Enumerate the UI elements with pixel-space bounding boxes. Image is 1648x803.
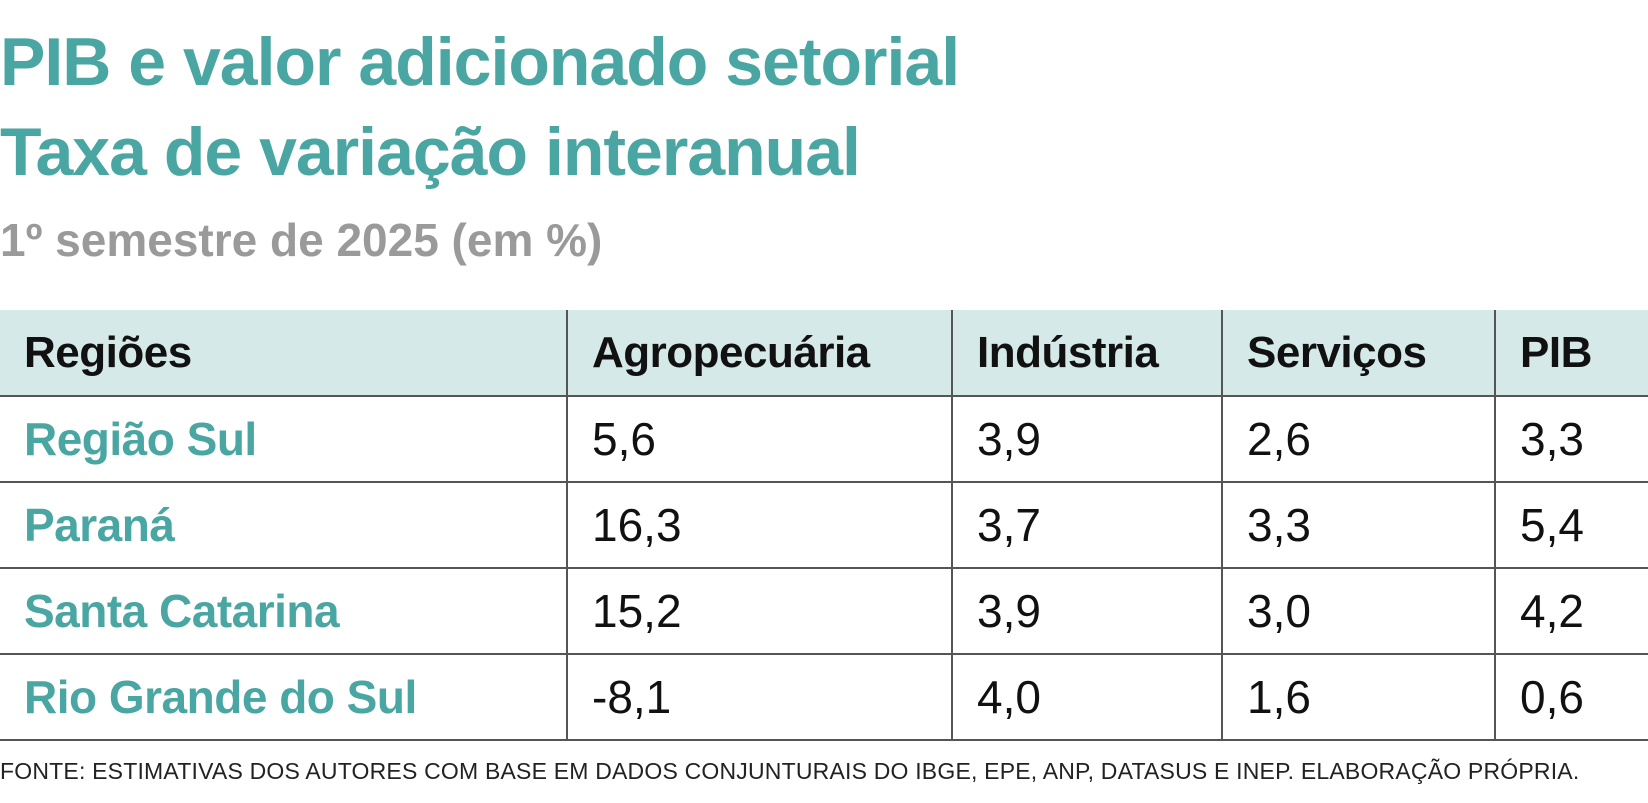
cell-agropecuaria: -8,1	[566, 654, 952, 741]
column-header-agropecuaria: Agropecuária	[566, 310, 952, 397]
table-row: Região Sul 5,6 3,9 2,6 3,3	[0, 396, 1648, 483]
data-table: Regiões Agropecuária Indústria Serviços …	[0, 310, 1648, 741]
region-name: Região Sul	[0, 396, 567, 483]
region-name: Santa Catarina	[0, 568, 567, 655]
cell-agropecuaria: 15,2	[566, 568, 952, 655]
cell-industria: 3,9	[951, 396, 1222, 483]
cell-pib: 3,3	[1494, 396, 1648, 483]
cell-pib: 0,6	[1494, 654, 1648, 741]
cell-industria: 3,7	[951, 482, 1222, 569]
table-row: Rio Grande do Sul -8,1 4,0 1,6 0,6	[0, 654, 1648, 741]
table-row: Santa Catarina 15,2 3,9 3,0 4,2	[0, 568, 1648, 655]
column-header-regions: Regiões	[0, 310, 567, 397]
cell-agropecuaria: 16,3	[566, 482, 952, 569]
cell-pib: 4,2	[1494, 568, 1648, 655]
cell-servicos: 1,6	[1221, 654, 1495, 741]
chart-title: PIB e valor adicionado setorial	[0, 24, 960, 100]
cell-industria: 3,9	[951, 568, 1222, 655]
chart-title-line-2: Taxa de variação interanual	[0, 114, 861, 190]
cell-industria: 4,0	[951, 654, 1222, 741]
region-name: Rio Grande do Sul	[0, 654, 567, 741]
column-header-industria: Indústria	[951, 310, 1222, 397]
region-name: Paraná	[0, 482, 567, 569]
cell-servicos: 3,0	[1221, 568, 1495, 655]
column-header-servicos: Serviços	[1221, 310, 1495, 397]
chart-subtitle: 1º semestre de 2025 (em %)	[0, 214, 603, 266]
table-row: Paraná 16,3 3,7 3,3 5,4	[0, 482, 1648, 569]
source-note: FONTE: ESTIMATIVAS DOS AUTORES COM BASE …	[0, 758, 1580, 784]
cell-servicos: 3,3	[1221, 482, 1495, 569]
cell-servicos: 2,6	[1221, 396, 1495, 483]
column-header-pib: PIB	[1494, 310, 1648, 397]
table-header-row: Regiões Agropecuária Indústria Serviços …	[0, 310, 1648, 397]
cell-pib: 5,4	[1494, 482, 1648, 569]
cell-agropecuaria: 5,6	[566, 396, 952, 483]
